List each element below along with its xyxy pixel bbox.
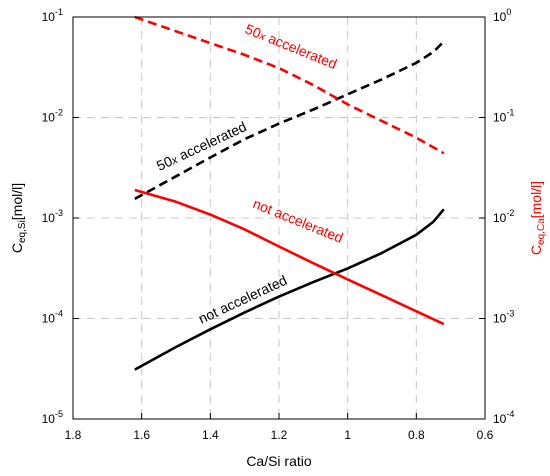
series-line-4: [134, 15, 445, 155]
y-right-tick-label: 100: [493, 7, 511, 24]
y-right-tick-label: 10-3: [493, 309, 514, 326]
y-left-tick-label: 10-3: [42, 208, 63, 225]
x-tick-label: 1.8: [65, 428, 82, 442]
series-line-1: [134, 208, 445, 371]
series-line-2: [134, 40, 445, 201]
x-tick-label: 1: [344, 428, 351, 442]
right-axis-ticks: 10-4 10-3 10-2 10-1 100: [479, 7, 514, 426]
series-group: [134, 15, 445, 371]
y-left-tick-label: 10-5: [42, 409, 63, 426]
x-axis-ticks: 1.8 1.6 1.4 1.2 1 0.8 0.6: [65, 413, 494, 442]
y-left-axis-title: Ceq,Si[mol/l]: [9, 183, 28, 253]
x-tick-label: 0.8: [408, 428, 425, 442]
grid: [73, 17, 485, 419]
y-left-tick-label: 10-4: [42, 309, 63, 326]
x-axis-title: Ca/Si ratio: [246, 453, 312, 469]
annotation-1: 50x accelerated: [243, 21, 339, 72]
y-right-tick-label: 10-1: [493, 108, 514, 125]
x-tick-label: 1.6: [133, 428, 150, 442]
x-tick-label: 1.2: [271, 428, 288, 442]
y-right-tick-label: 10-4: [493, 409, 514, 426]
y-right-tick-label: 10-2: [493, 208, 514, 225]
y-right-axis-title: Ceq,Ca[mol/l]: [528, 181, 547, 255]
series-line-3: [134, 188, 445, 326]
y-left-tick-label: 10-2: [42, 108, 63, 125]
x-tick-label: 0.6: [477, 428, 494, 442]
x-tick-label: 1.4: [202, 428, 219, 442]
annotation-2: 50x accelerated: [154, 118, 249, 174]
y-left-tick-label: 10-1: [42, 7, 63, 24]
left-axis-ticks: 10-5 10-4 10-3 10-2 10-1: [42, 7, 79, 426]
